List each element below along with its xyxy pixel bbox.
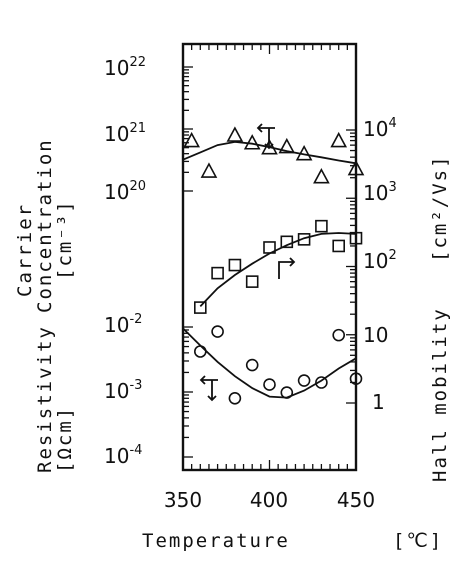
hall-mobility-point xyxy=(263,241,276,254)
right-label-hall-mobility: Hall mobility xyxy=(429,307,451,482)
x-axis-unit: [℃] xyxy=(393,530,443,552)
hall-mobility-point xyxy=(280,235,294,249)
carrier-left-axis-arrow xyxy=(256,123,275,150)
plot-frame xyxy=(181,42,358,472)
right-axis-label: Hall mobility [cm²/Vs] xyxy=(429,154,451,482)
hall-mobility-point xyxy=(297,233,311,246)
left-tick-1e21: 1021 xyxy=(104,121,146,146)
x-axis-tick-labels: 350 400 450 xyxy=(164,488,375,512)
left-tick-1e-3: 10-3 xyxy=(104,378,142,403)
hall-mobility-point xyxy=(349,231,363,245)
hall-mobility-fit-line xyxy=(199,232,357,308)
resistivity-point xyxy=(211,325,224,338)
right-tick-10: 10 xyxy=(363,323,388,347)
carrier-concentration-point xyxy=(347,159,365,176)
carrier-concentration-point xyxy=(243,134,261,150)
resistivity-fit-line xyxy=(182,327,357,399)
resistivity-point xyxy=(228,391,242,405)
carrier-concentration-point xyxy=(313,168,330,184)
left-label-concentration-unit: [cm⁻³] xyxy=(54,199,76,280)
left-label-line-3: [cm⁻³] xyxy=(54,199,76,280)
left-label-resistivity: Resistivity xyxy=(34,325,56,473)
x-tick-450: 450 xyxy=(337,488,375,512)
hall-mobility-point xyxy=(332,239,346,253)
left-label-line-5: [Ωcm] xyxy=(54,406,76,473)
axis-arrows xyxy=(199,123,296,402)
right-axis-tick-labels: 104 103 102 10 1 xyxy=(363,116,397,414)
hall-mobility-point xyxy=(315,219,328,233)
left-label-resistivity-unit: [Ωcm] xyxy=(54,406,76,473)
carrier-concentration-point xyxy=(183,131,200,148)
x-tick-400: 400 xyxy=(250,488,288,512)
axis-ticks xyxy=(182,44,357,470)
left-tick-1e22: 1022 xyxy=(104,55,146,80)
resistivity-point xyxy=(315,376,328,389)
right-tick-1e2: 102 xyxy=(363,248,397,273)
left-tick-1e-4: 10-4 xyxy=(104,443,142,468)
left-label-line-2: Concentration xyxy=(34,138,56,313)
left-label-concentration: Concentration xyxy=(34,138,56,313)
mobility-right-axis-arrow xyxy=(278,257,296,279)
x-axis-label: Temperature xyxy=(142,530,290,552)
resistivity-left-axis-arrow xyxy=(199,375,218,402)
hall-mobility-point xyxy=(211,266,224,280)
hall-mobility-point xyxy=(228,258,242,272)
x-tick-350: 350 xyxy=(164,488,202,512)
left-axis-label: Carrier xyxy=(14,203,36,297)
carrier-concentration-point xyxy=(261,138,278,155)
hall-mobility-point xyxy=(245,275,259,288)
right-label-unit: [cm²/Vs] xyxy=(429,154,451,262)
hall-mobility-point xyxy=(194,301,207,314)
resistivity-point xyxy=(263,378,276,391)
resistivity-point xyxy=(245,358,259,372)
fit-curves xyxy=(182,140,357,399)
left-axis-tick-labels: 1022 1021 1020 10-2 10-3 10-4 xyxy=(104,55,146,468)
left-label-line-4: Resistivity xyxy=(34,325,56,473)
left-tick-1e20: 1020 xyxy=(104,179,146,204)
resistivity-point xyxy=(332,328,346,342)
left-tick-1e-2: 10-2 xyxy=(104,312,142,337)
right-tick-1e3: 103 xyxy=(363,180,397,205)
carrier-concentration-point xyxy=(226,126,244,142)
right-tick-1: 1 xyxy=(372,390,385,414)
resistivity-point xyxy=(349,372,363,386)
resistivity-point xyxy=(280,386,294,399)
resistivity-point xyxy=(297,374,311,387)
right-tick-1e4: 104 xyxy=(363,116,397,141)
carrier-concentration-point xyxy=(330,131,348,148)
left-label-carrier: Carrier xyxy=(14,203,36,297)
carrier-concentration-point xyxy=(278,137,296,154)
carrier-concentration-point xyxy=(200,162,218,178)
carrier-concentration-point xyxy=(295,144,313,161)
resistivity-point xyxy=(194,345,207,358)
data-markers xyxy=(183,126,365,405)
